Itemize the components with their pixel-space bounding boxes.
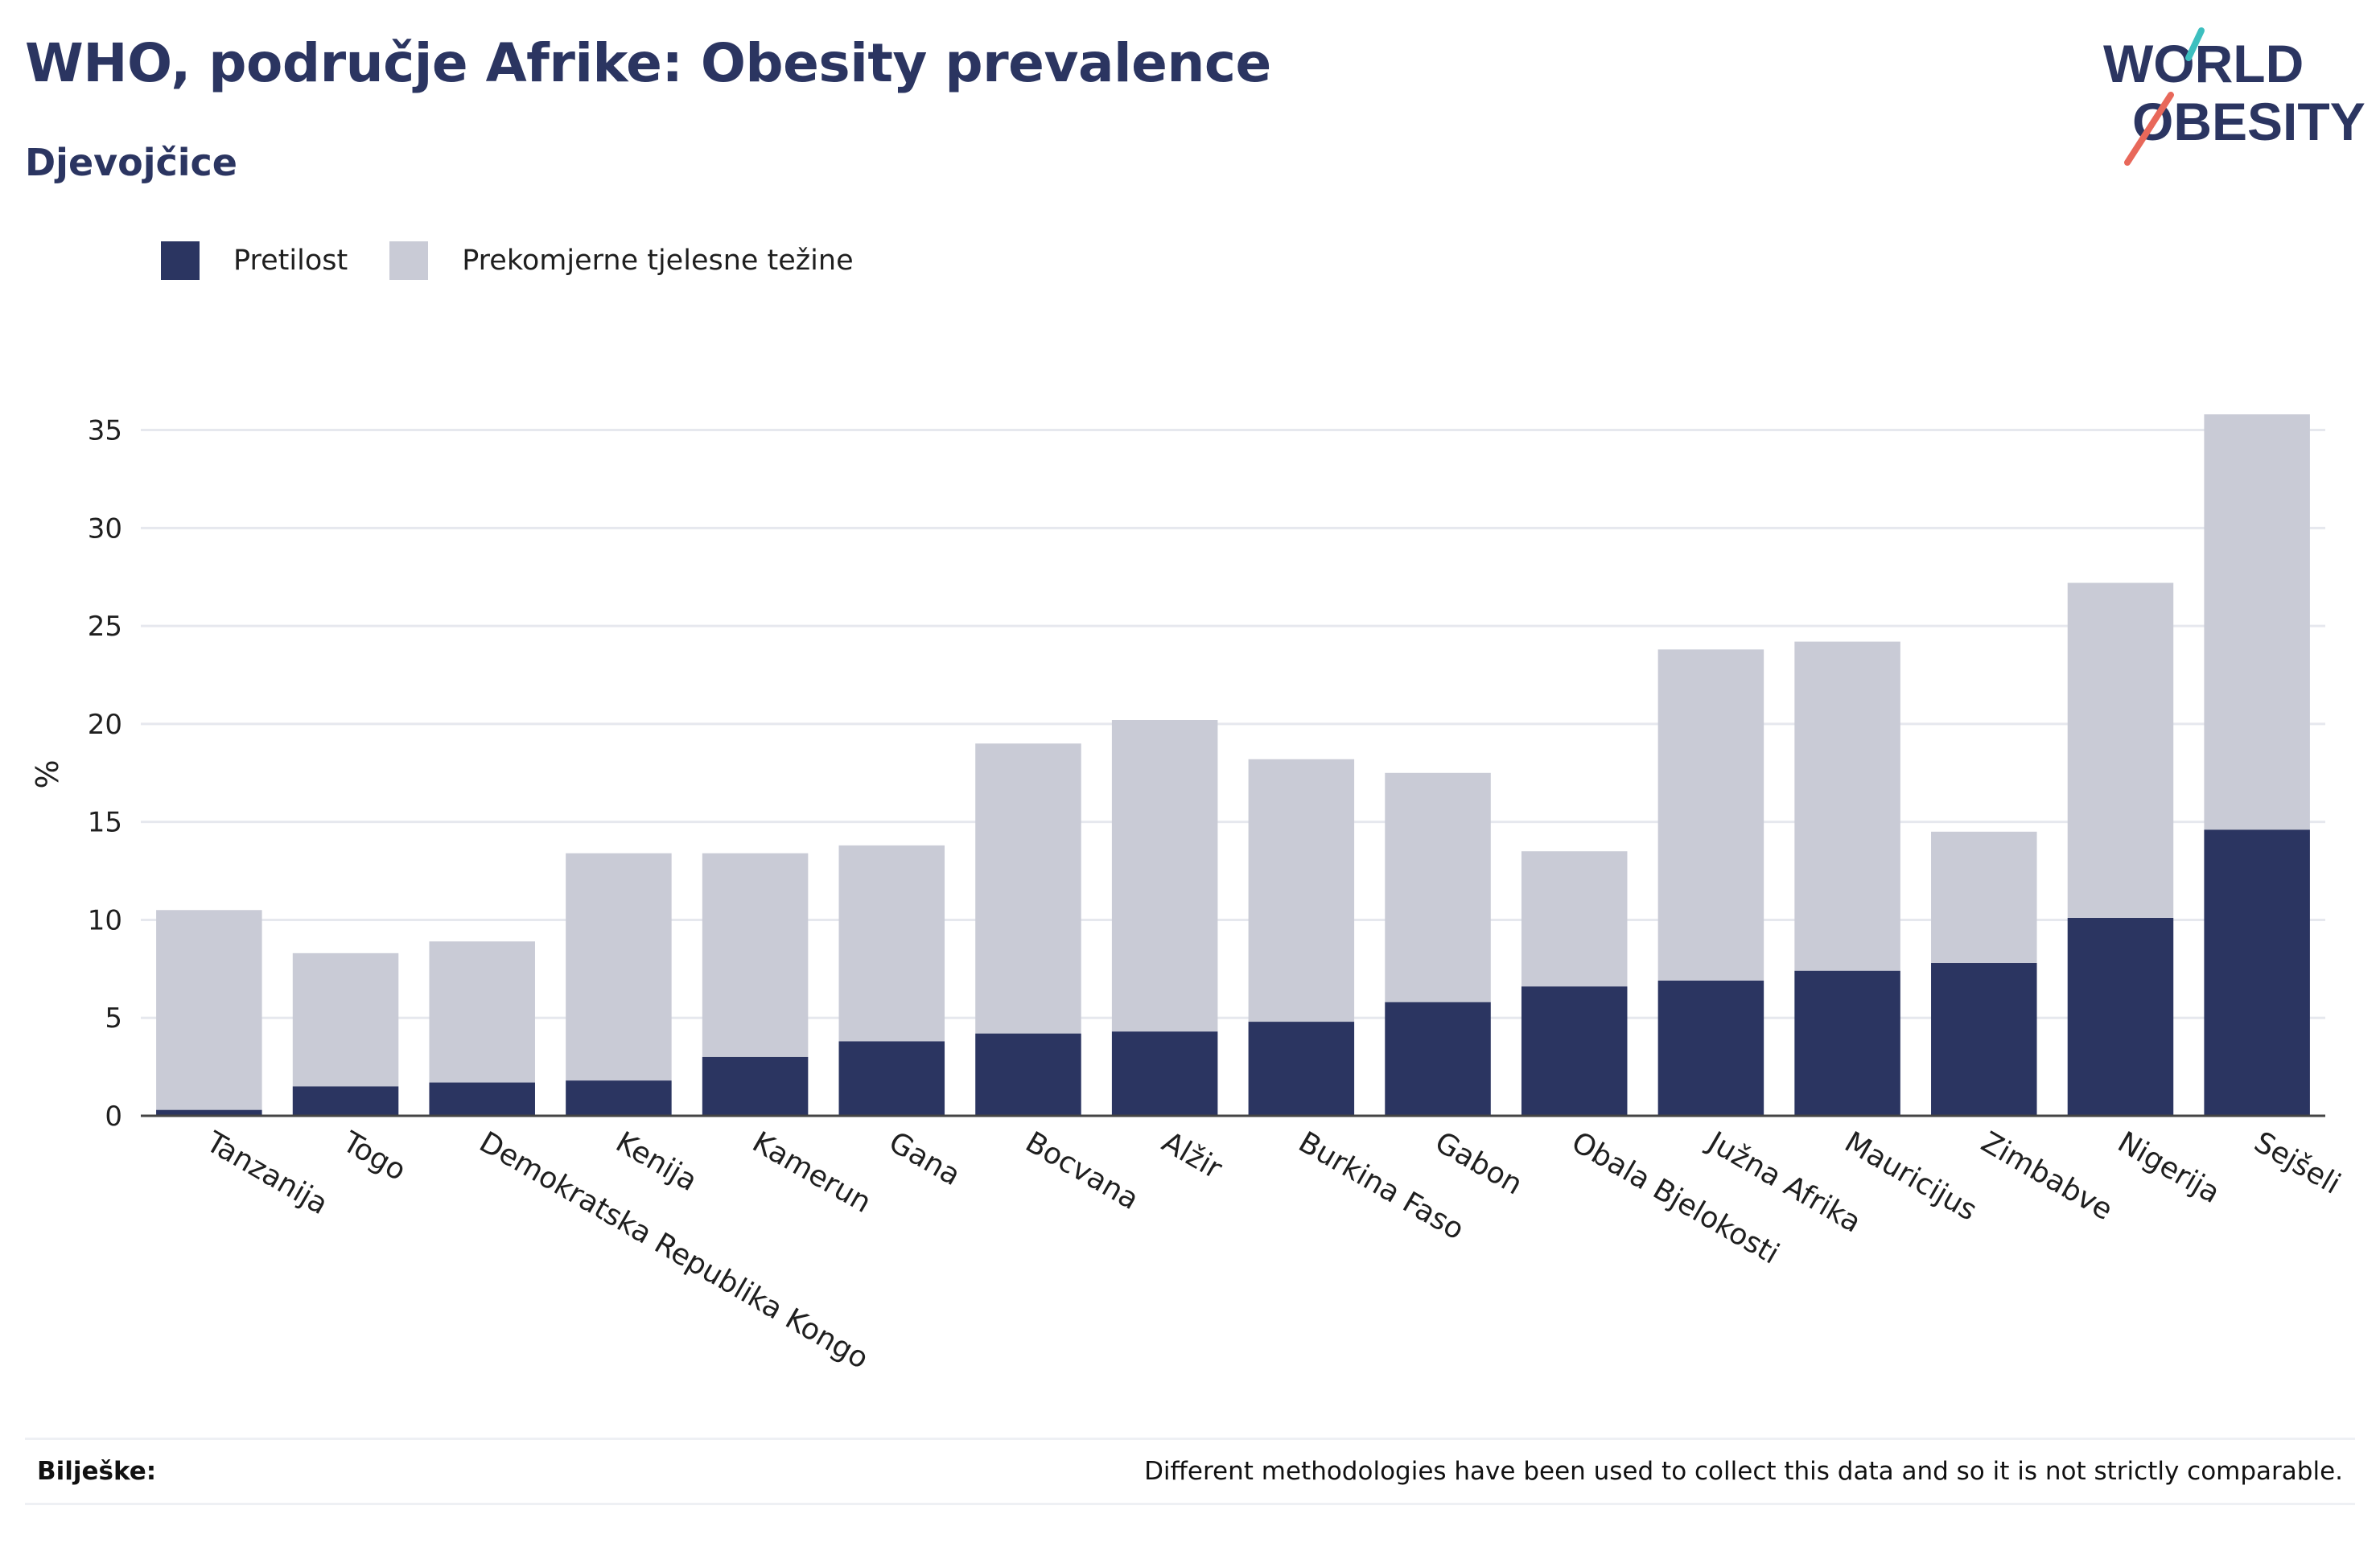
y-tick-label: 15 <box>88 807 122 839</box>
bar-overweight <box>975 743 1081 1034</box>
notes-label: Bilješke: <box>37 1457 157 1486</box>
bar-overweight <box>1794 641 1900 971</box>
y-tick-label: 35 <box>88 415 122 447</box>
legend-swatch-overweight <box>389 241 429 280</box>
bar-obesity <box>292 1086 399 1116</box>
x-tick-label: Tanzanija <box>200 1125 333 1221</box>
bar-obesity <box>1521 986 1628 1116</box>
bar-overweight <box>1248 759 1355 1022</box>
bar-overweight <box>2204 414 2310 830</box>
logo-slash-coral <box>2124 92 2174 166</box>
x-tick-label: Bocvana <box>1019 1125 1144 1216</box>
x-tick-label: Kamerun <box>747 1125 876 1220</box>
bar-overweight <box>838 845 945 1042</box>
bar-obesity <box>1657 980 1764 1116</box>
x-tick-label: Kenija <box>610 1125 702 1198</box>
bar-obesity <box>2067 918 2174 1116</box>
y-tick-label: 10 <box>88 904 122 936</box>
x-tick-label: Gana <box>883 1125 966 1192</box>
bar-overweight <box>1657 649 1764 981</box>
chart-legend: Pretilost Prekomjerne tjelesne težine <box>161 240 896 282</box>
bar-overweight <box>156 910 262 1110</box>
bar-obesity <box>702 1056 809 1116</box>
bar-overweight <box>1111 720 1218 1032</box>
x-tick-label: Togo <box>336 1125 411 1187</box>
bar-obesity <box>1794 970 1900 1116</box>
notes-text: Different methodologies have been used t… <box>1144 1457 2343 1486</box>
logo-word-obesity: OBESITY <box>2132 92 2366 151</box>
logo-slash-teal <box>2185 27 2205 61</box>
legend-item-obesity[interactable]: Pretilost <box>161 241 348 280</box>
legend-label-overweight: Prekomjerne tjelesne težine <box>462 245 854 277</box>
bar-obesity <box>1385 1002 1491 1116</box>
x-tick-label: Zimbabve <box>1975 1125 2118 1227</box>
x-tick-label: Sejšeli <box>2249 1125 2346 1200</box>
bar-overweight <box>292 952 399 1087</box>
y-tick-label: 0 <box>105 1101 122 1133</box>
legend-label-obesity: Pretilost <box>233 245 348 277</box>
bar-obesity <box>429 1082 535 1116</box>
legend-item-overweight[interactable]: Prekomjerne tjelesne težine <box>389 241 854 280</box>
bar-obesity <box>1931 963 2037 1116</box>
bar-obesity <box>975 1033 1081 1116</box>
logo-word-world: WORLD <box>2103 34 2304 93</box>
bar-overweight <box>566 853 672 1081</box>
bar-overweight <box>702 853 809 1057</box>
bar-obesity <box>838 1041 945 1116</box>
bar-obesity <box>156 1109 262 1116</box>
bar-obesity <box>1111 1031 1218 1116</box>
y-tick-label: 25 <box>88 611 122 643</box>
chart-title: WHO, područje Afrike: Obesity prevalence <box>25 32 1271 94</box>
x-tick-label: Gabon <box>1430 1125 1528 1201</box>
bar-overweight <box>429 941 535 1083</box>
world-obesity-logo: WORLD OBESITY <box>2103 27 2366 166</box>
bar-obesity <box>566 1080 672 1116</box>
chart-subtitle: Djevojčice <box>25 141 238 184</box>
bar-obesity <box>1248 1022 1355 1116</box>
notes-bar: Bilješke: Different methodologies have b… <box>25 1438 2355 1505</box>
y-axis-label: % <box>30 759 65 788</box>
bar-overweight <box>1385 772 1491 1002</box>
legend-swatch-obesity <box>161 241 200 280</box>
bar-overweight <box>2067 582 2174 919</box>
y-tick-label: 30 <box>88 512 122 545</box>
bar-obesity <box>2204 829 2310 1116</box>
bar-overweight <box>1521 851 1628 987</box>
bar-overweight <box>1931 831 2037 964</box>
x-tick-label: Alžir <box>1156 1125 1228 1186</box>
y-tick-label: 5 <box>105 1002 122 1035</box>
y-tick-label: 20 <box>88 709 122 741</box>
x-tick-label: Nigerija <box>2112 1125 2226 1210</box>
